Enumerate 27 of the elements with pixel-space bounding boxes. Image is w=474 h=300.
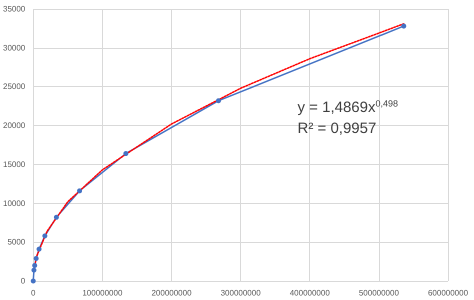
y-tick-label: 20000 — [2, 121, 26, 130]
y-tick-label: 15000 — [2, 160, 26, 169]
point — [32, 262, 38, 268]
point — [216, 98, 222, 104]
point — [123, 151, 128, 156]
point — [42, 233, 48, 238]
point — [30, 278, 36, 284]
x-tick-label: 300000000 — [220, 288, 262, 298]
annotation: R² = 0,9957 — [298, 120, 376, 137]
point — [54, 214, 59, 220]
y-tick-label: 30000 — [2, 43, 26, 52]
x-tick-label: 200000000 — [151, 288, 192, 298]
x-tick-label: 600000000 — [428, 288, 469, 298]
point — [36, 246, 42, 252]
y-tick-label: 35000 — [2, 4, 26, 14]
x-tick-label: 100000000 — [82, 288, 123, 298]
point — [31, 268, 36, 273]
y-tick-label: 25000 — [2, 82, 26, 92]
point — [34, 256, 39, 261]
y-tick-label: 10000 — [2, 198, 26, 208]
x-tick-label: 400000000 — [290, 288, 330, 298]
x-tick-label: 0 — [31, 288, 36, 298]
point — [77, 188, 82, 194]
y-tick-label: 0 — [20, 276, 26, 286]
x-tick-label: 500000000 — [358, 288, 400, 298]
y-tick-label: 5000 — [7, 238, 26, 247]
point — [401, 24, 406, 29]
